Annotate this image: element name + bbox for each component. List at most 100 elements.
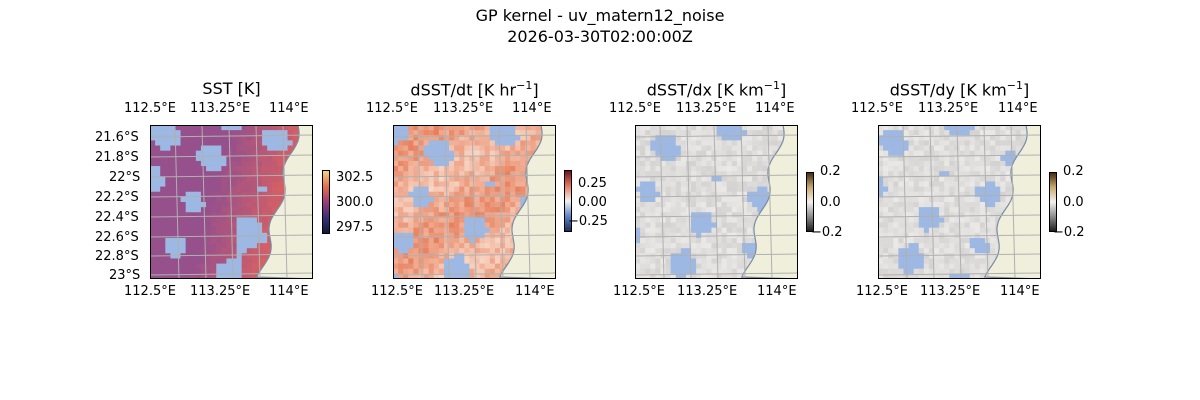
heatmap-cell xyxy=(675,202,682,208)
heatmap-cell xyxy=(211,237,217,244)
heatmap-cell xyxy=(267,243,273,249)
heatmap-cell xyxy=(974,207,981,213)
heatmap-cell xyxy=(883,217,889,223)
panel-4-colorbar xyxy=(1049,172,1057,232)
parallel-line xyxy=(878,272,1041,276)
heatmap-cell xyxy=(155,202,161,208)
heatmap-cell xyxy=(221,135,227,141)
heatmap-cell xyxy=(721,243,728,249)
heatmap-cell xyxy=(691,186,697,193)
heatmap-cell xyxy=(469,150,475,157)
heatmap-cell xyxy=(474,150,480,157)
heatmap-cell xyxy=(155,263,161,270)
heatmap-cell xyxy=(640,155,646,162)
heatmap-cell xyxy=(170,243,176,249)
heatmap-cell xyxy=(995,160,1001,167)
heatmap-cell xyxy=(190,186,197,193)
heatmap-cell xyxy=(170,150,176,157)
heatmap-cell xyxy=(449,253,455,259)
heatmap-cell xyxy=(979,166,986,172)
heatmap-cell xyxy=(990,160,996,167)
heatmap-cell xyxy=(226,202,232,208)
heatmap-cell xyxy=(499,243,506,249)
heatmap-cell xyxy=(246,207,253,213)
heatmap-cell xyxy=(949,160,955,167)
heatmap-cell xyxy=(469,171,475,177)
heatmap-cell xyxy=(277,150,283,157)
heatmap-cell xyxy=(680,186,687,193)
heatmap-cell xyxy=(520,135,526,141)
heatmap-cell xyxy=(640,258,646,264)
heatmap-cell xyxy=(489,227,496,234)
heatmap-cell xyxy=(706,181,712,187)
heatmap-cell xyxy=(706,135,712,141)
heatmap-cell xyxy=(1000,135,1006,141)
heatmap-cell xyxy=(736,253,743,259)
heatmap-cell xyxy=(272,166,278,172)
heatmap-cell xyxy=(665,130,672,136)
heatmap-cell xyxy=(459,140,465,146)
heatmap-cell xyxy=(923,155,930,162)
heatmap-cell xyxy=(757,176,763,182)
heatmap-cell xyxy=(160,217,166,223)
heatmap-cell xyxy=(443,222,450,229)
heatmap-cell xyxy=(226,212,232,218)
heatmap-cell xyxy=(716,243,722,249)
heatmap-cell xyxy=(216,176,222,182)
heatmap-cell xyxy=(216,212,222,218)
heatmap-cell xyxy=(675,196,682,203)
heatmap-cell xyxy=(262,212,268,218)
heatmap-cell xyxy=(403,140,409,146)
heatmap-cell xyxy=(150,268,156,275)
heatmap-cell xyxy=(711,186,717,193)
heatmap-cell xyxy=(413,222,419,229)
heatmap-cell xyxy=(428,145,435,152)
heatmap-cell xyxy=(959,181,965,187)
heatmap-cell xyxy=(706,125,712,131)
heatmap-cell xyxy=(535,135,542,141)
heatmap-cell xyxy=(449,222,455,229)
heatmap-cell xyxy=(878,248,884,254)
heatmap-cell xyxy=(469,181,475,187)
heatmap-cell xyxy=(170,273,176,279)
heatmap-cell xyxy=(645,150,651,157)
heatmap-cell xyxy=(898,237,904,244)
heatmap-cell xyxy=(934,268,940,275)
heatmap-cell xyxy=(888,160,894,167)
heatmap-cell xyxy=(449,140,455,146)
heatmap-cell xyxy=(423,202,430,208)
heatmap-cell xyxy=(675,263,682,270)
heatmap-cell xyxy=(393,196,399,203)
heatmap-cell xyxy=(267,130,273,136)
heatmap-cell xyxy=(908,155,915,162)
heatmap-cell xyxy=(520,191,526,198)
heatmap-cell xyxy=(277,135,283,141)
heatmap-cell xyxy=(221,258,227,264)
heatmap-cell xyxy=(721,150,728,157)
heatmap-cell xyxy=(520,145,526,152)
heatmap-cell xyxy=(898,202,904,208)
heatmap-cell xyxy=(206,202,212,208)
heatmap-cell xyxy=(190,227,197,234)
heatmap-cell xyxy=(408,171,414,177)
heatmap-cell xyxy=(995,145,1001,152)
heatmap-cell xyxy=(180,145,187,152)
heatmap-cell xyxy=(660,202,666,208)
heatmap-cell xyxy=(489,181,496,187)
heatmap-cell xyxy=(701,253,707,259)
heatmap-cell xyxy=(160,227,166,234)
heatmap-cell xyxy=(691,212,697,218)
heatmap-cell xyxy=(878,232,884,239)
heatmap-cell xyxy=(520,181,526,187)
heatmap-cell xyxy=(474,227,480,234)
heatmap-cell xyxy=(277,130,283,136)
heatmap-cell xyxy=(696,150,702,157)
heatmap-cell xyxy=(979,217,986,223)
heatmap-cell xyxy=(934,248,940,254)
heatmap-cell xyxy=(226,186,232,193)
heatmap-cell xyxy=(913,227,920,234)
heatmap-cell xyxy=(190,125,197,131)
heatmap-cell xyxy=(443,268,450,275)
heatmap-cell xyxy=(918,166,925,172)
heatmap-cell xyxy=(979,181,986,187)
